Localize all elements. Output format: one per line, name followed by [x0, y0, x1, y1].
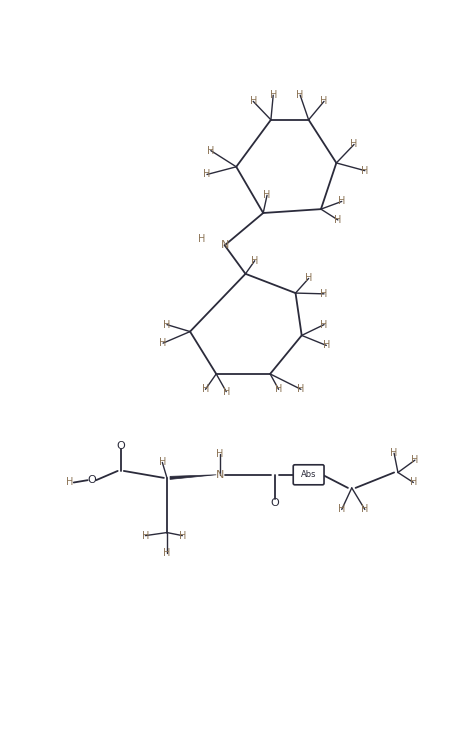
- Text: H: H: [410, 477, 417, 488]
- Text: Abs: Abs: [301, 470, 317, 479]
- Text: H: H: [66, 477, 74, 488]
- Text: H: H: [198, 234, 205, 244]
- Text: H: H: [163, 319, 170, 330]
- Text: N: N: [216, 469, 224, 480]
- Text: H: H: [275, 384, 282, 394]
- Text: H: H: [163, 548, 170, 558]
- Text: H: H: [269, 90, 277, 100]
- Text: H: H: [159, 338, 167, 348]
- Text: O: O: [116, 440, 125, 451]
- Text: H: H: [411, 455, 418, 465]
- Text: H: H: [305, 273, 312, 284]
- Text: H: H: [338, 504, 346, 515]
- Text: H: H: [323, 340, 330, 351]
- Text: H: H: [320, 96, 327, 106]
- Text: H: H: [334, 215, 342, 225]
- Text: H: H: [361, 165, 368, 176]
- Text: N: N: [220, 241, 229, 250]
- Text: H: H: [207, 146, 215, 155]
- Text: H: H: [178, 531, 186, 541]
- Text: H: H: [223, 386, 230, 397]
- Text: H: H: [390, 448, 398, 459]
- Text: H: H: [217, 449, 224, 459]
- Text: H: H: [297, 90, 304, 100]
- Text: H: H: [297, 384, 305, 394]
- Text: H: H: [320, 289, 327, 299]
- Polygon shape: [170, 475, 216, 480]
- Text: H: H: [263, 190, 271, 200]
- Text: O: O: [270, 499, 279, 508]
- Text: H: H: [202, 384, 209, 394]
- FancyBboxPatch shape: [293, 465, 324, 485]
- Text: H: H: [350, 139, 358, 149]
- Text: H: H: [320, 319, 327, 330]
- Text: H: H: [203, 169, 211, 179]
- Text: H: H: [251, 256, 258, 266]
- Text: H: H: [361, 504, 368, 515]
- Text: H: H: [159, 458, 166, 467]
- Text: H: H: [142, 531, 149, 541]
- Text: H: H: [338, 196, 346, 206]
- Text: O: O: [87, 475, 96, 486]
- Text: H: H: [249, 96, 257, 106]
